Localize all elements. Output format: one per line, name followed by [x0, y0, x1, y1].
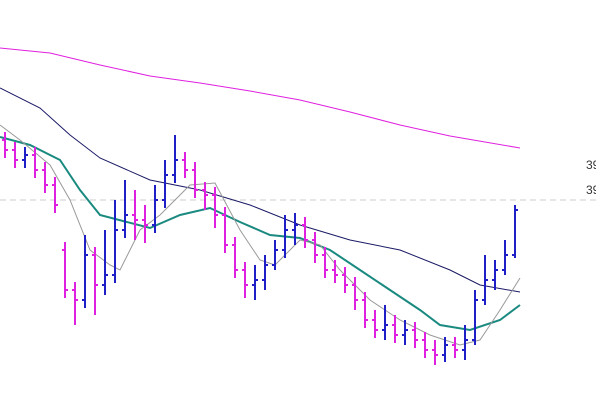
moving-average — [0, 47, 521, 149]
price-label: 39 — [586, 183, 596, 197]
moving-average — [0, 124, 521, 346]
moving-average — [0, 136, 521, 332]
moving-average — [0, 87, 521, 293]
price-label: 39 — [586, 158, 596, 172]
